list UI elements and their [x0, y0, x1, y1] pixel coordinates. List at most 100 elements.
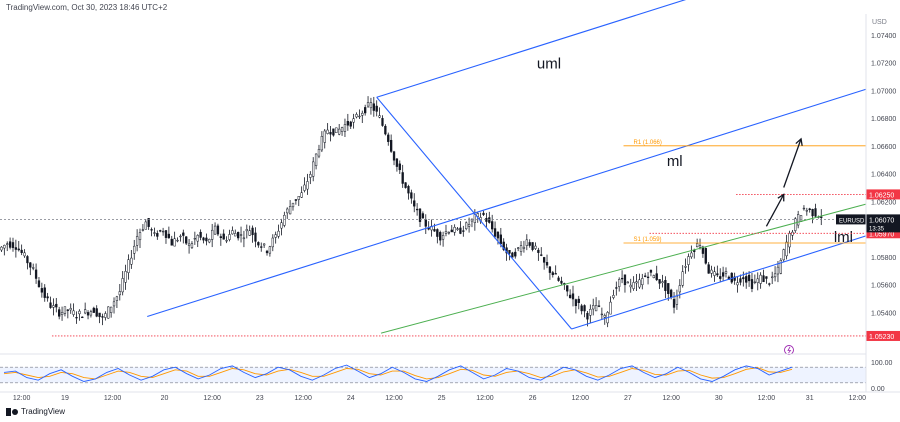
candle-body	[620, 277, 624, 280]
candle	[756, 272, 759, 291]
candle-body	[109, 306, 113, 313]
candle	[98, 312, 101, 324]
candle-body	[335, 127, 338, 133]
candle-body	[46, 296, 49, 299]
candle-body	[407, 186, 410, 194]
candle	[488, 211, 491, 224]
candle	[176, 237, 179, 243]
candle-body	[26, 256, 29, 264]
candle	[66, 309, 69, 319]
candle	[655, 265, 658, 282]
candle	[592, 298, 595, 316]
candle	[574, 298, 578, 314]
candle-body	[511, 252, 514, 258]
candle-body	[234, 233, 237, 237]
candle-body	[60, 312, 64, 315]
candle	[144, 219, 147, 230]
candle-body	[118, 291, 121, 296]
candle-body	[771, 276, 774, 279]
candle-body	[782, 249, 785, 261]
candle-body	[141, 229, 145, 231]
candle	[355, 112, 358, 119]
price-tick-label: 1.05800	[871, 255, 896, 262]
candle-body	[491, 221, 494, 230]
candle-body	[369, 102, 373, 109]
candle	[208, 238, 211, 244]
candle-body	[29, 262, 32, 268]
candle-body	[306, 181, 309, 190]
candle-body	[467, 224, 471, 227]
candle	[646, 272, 650, 285]
candle-body	[92, 307, 95, 313]
candle-body	[462, 230, 465, 232]
candle	[257, 241, 260, 248]
candle-body	[698, 245, 702, 248]
candle-body	[11, 242, 15, 248]
candle-body	[124, 271, 127, 283]
candle-body	[55, 303, 58, 308]
time-tick-label: 12:00	[13, 395, 31, 402]
price-level-tag	[866, 330, 900, 341]
candle-body	[176, 239, 179, 242]
candle-body	[187, 243, 191, 246]
candle-body	[86, 312, 90, 316]
candle-body	[701, 246, 705, 254]
candle-body	[652, 275, 655, 279]
candle-body	[779, 259, 782, 274]
time-tick-label: 12:00	[476, 395, 494, 402]
symbol-tag-label: EURUSD	[839, 218, 865, 224]
oscillator-pane	[0, 345, 866, 384]
candle-body	[75, 317, 78, 319]
candle-body	[265, 250, 269, 254]
candle-body	[314, 153, 318, 166]
candle-body	[138, 232, 142, 241]
candle	[242, 230, 246, 248]
candle	[609, 296, 612, 315]
candle	[462, 225, 465, 237]
candle-body	[130, 257, 133, 265]
candle	[161, 227, 165, 236]
candle	[424, 214, 427, 234]
time-axis: 12:00 19 12:00 20 12:00 23 12:00 24 12:00 25 12:00…	[13, 395, 866, 402]
candle-body	[81, 316, 84, 319]
price-tick-label: 1.06600	[871, 144, 896, 151]
candle-body	[762, 275, 765, 283]
pivot-level-label: R1 (1.066)	[634, 140, 662, 146]
candle	[245, 224, 248, 239]
candle-body	[164, 230, 168, 238]
candle-body	[514, 251, 517, 257]
candle	[638, 273, 641, 289]
candle	[491, 214, 494, 233]
candle-body	[398, 163, 401, 171]
candle	[225, 236, 228, 244]
candle-body	[808, 208, 811, 210]
candle	[248, 225, 251, 236]
candle-body	[274, 234, 277, 238]
candle	[366, 96, 370, 108]
candle	[72, 303, 75, 317]
candle-body	[216, 225, 220, 235]
candle-body	[179, 235, 182, 238]
candle-body	[785, 241, 788, 257]
candle-body	[542, 257, 546, 263]
candle-body	[658, 279, 661, 284]
candle	[470, 218, 474, 228]
candle-body	[297, 196, 300, 200]
candle	[407, 184, 410, 200]
arrow-head	[795, 137, 803, 146]
candle	[776, 260, 780, 283]
price-level-tag-label: 1.06250	[869, 192, 894, 199]
candle	[193, 231, 196, 245]
candle	[237, 231, 240, 241]
candle-body	[600, 313, 604, 316]
candle-body	[612, 295, 615, 298]
candle-body	[580, 305, 583, 312]
pitchfork-lower-line	[571, 235, 867, 330]
candle-body	[225, 240, 228, 242]
candle-body	[632, 282, 635, 289]
candle-body	[603, 315, 606, 318]
candle-body	[291, 202, 295, 208]
candle-body	[196, 235, 199, 242]
candle	[600, 307, 604, 320]
